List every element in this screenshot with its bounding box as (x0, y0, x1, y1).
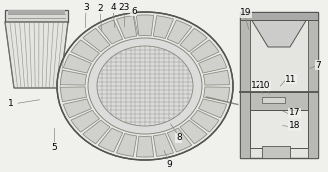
Polygon shape (5, 10, 68, 22)
Polygon shape (248, 14, 310, 47)
Text: 8: 8 (176, 133, 182, 142)
Text: 12: 12 (251, 82, 262, 90)
Text: 4: 4 (110, 3, 116, 12)
Polygon shape (180, 120, 207, 144)
Polygon shape (136, 136, 154, 157)
Polygon shape (116, 16, 137, 39)
Polygon shape (153, 16, 174, 39)
Polygon shape (61, 87, 87, 102)
Text: 19: 19 (239, 8, 251, 17)
Text: 3: 3 (83, 3, 89, 12)
Polygon shape (153, 133, 174, 156)
Text: 5: 5 (51, 143, 57, 152)
Polygon shape (71, 40, 99, 62)
Polygon shape (83, 120, 110, 144)
Text: 7: 7 (315, 61, 321, 70)
Polygon shape (203, 87, 230, 102)
Polygon shape (308, 12, 318, 158)
Polygon shape (167, 128, 192, 152)
Text: 11: 11 (285, 75, 297, 84)
Text: 17: 17 (289, 108, 300, 117)
Polygon shape (203, 70, 230, 85)
Text: 18: 18 (289, 121, 300, 130)
Polygon shape (71, 110, 99, 132)
Polygon shape (240, 12, 318, 20)
Polygon shape (83, 28, 110, 52)
Polygon shape (250, 110, 308, 148)
Text: 6: 6 (131, 7, 137, 16)
Text: 1: 1 (8, 99, 14, 108)
Polygon shape (63, 99, 92, 118)
Polygon shape (98, 20, 123, 44)
Text: 10: 10 (259, 82, 271, 90)
Polygon shape (240, 12, 250, 158)
Polygon shape (116, 133, 137, 156)
Polygon shape (240, 12, 318, 158)
Polygon shape (180, 28, 207, 52)
Polygon shape (63, 54, 92, 73)
Polygon shape (198, 54, 227, 73)
Polygon shape (262, 97, 285, 103)
Polygon shape (191, 40, 219, 62)
Ellipse shape (88, 38, 202, 134)
Text: 2: 2 (97, 4, 103, 13)
Ellipse shape (57, 12, 233, 160)
Polygon shape (198, 99, 227, 118)
Polygon shape (136, 15, 154, 36)
Polygon shape (8, 10, 65, 14)
Polygon shape (262, 146, 290, 158)
Polygon shape (61, 70, 87, 85)
Polygon shape (98, 128, 123, 152)
Text: 23: 23 (118, 3, 130, 12)
Polygon shape (250, 92, 308, 110)
Polygon shape (5, 22, 68, 88)
Polygon shape (191, 110, 219, 132)
Text: 9: 9 (166, 160, 172, 169)
Polygon shape (167, 20, 192, 44)
